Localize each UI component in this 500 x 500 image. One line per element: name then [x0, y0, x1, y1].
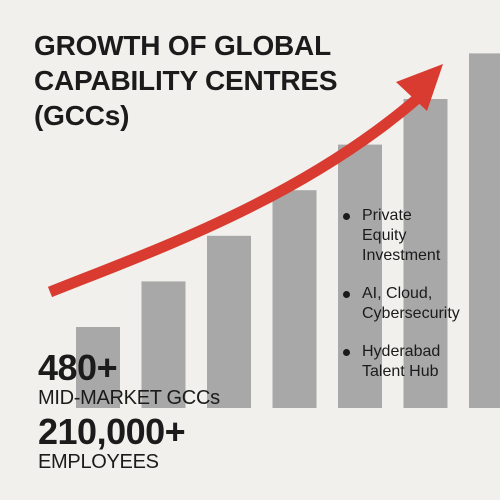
title-line-3: (GCCs) — [34, 100, 130, 131]
bar-2 — [141, 281, 186, 408]
title-line-1: GROWTH OF GLOBAL — [34, 30, 331, 61]
stat-employee-count: 210,000+ EMPLOYEES — [38, 411, 220, 473]
bullet-text-line: Talent Hub — [362, 363, 439, 380]
stat-gcc-count: 480+ MID-MARKET GCCs — [38, 347, 220, 409]
trend-arrow-line — [47, 93, 422, 298]
stat-label: MID-MARKET GCCs — [38, 387, 220, 409]
bullet-dot-icon — [343, 349, 350, 356]
bar-7 — [469, 53, 500, 409]
bar-4 — [272, 190, 317, 408]
bullet-text-line: Hyderabad — [362, 343, 441, 360]
stat-number: 480+ — [38, 347, 118, 388]
stat-number: 210,000+ — [38, 411, 186, 452]
bullet-item-hyderabad: Hyderabad Talent Hub — [342, 342, 487, 382]
bullet-item-ai-cloud: AI, Cloud, Cybersecurity — [342, 284, 487, 324]
bullet-dot-icon — [343, 291, 350, 298]
title-line-2: CAPABILITY CENTRES — [34, 65, 338, 96]
bullet-text-line: Cybersecurity — [362, 305, 460, 322]
bar-series — [76, 53, 500, 409]
bullet-item-private-equity: Private Equity Investment — [342, 206, 487, 266]
bullet-list: Private Equity Investment AI, Cloud, Cyb… — [342, 206, 487, 400]
bar-3 — [207, 235, 251, 408]
bullet-text-line: Private — [362, 207, 412, 224]
bullet-dot-icon — [343, 213, 350, 220]
stats-block: 480+ MID-MARKET GCCs 210,000+ EMPLOYEES — [38, 347, 220, 473]
stat-label: EMPLOYEES — [38, 451, 159, 473]
bullet-text-line: AI, Cloud, — [362, 285, 433, 302]
bar-6 — [403, 99, 448, 408]
trend-arrow-head — [396, 64, 443, 111]
bullet-text-line: Equity — [362, 227, 407, 244]
bar-1 — [76, 327, 120, 408]
bar-5 — [338, 144, 382, 408]
bullet-text-line: Investment — [362, 247, 441, 264]
page-title: GROWTH OF GLOBAL CAPABILITY CENTRES (GCC… — [34, 28, 354, 133]
